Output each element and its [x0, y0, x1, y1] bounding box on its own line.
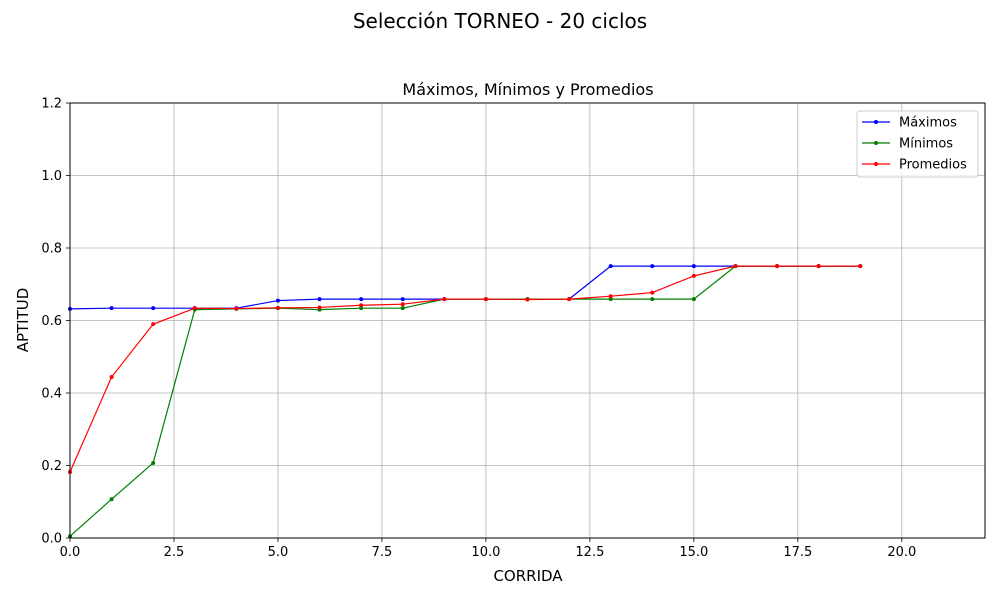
data-point-minimos: [608, 297, 613, 302]
data-point-promedios: [234, 306, 239, 311]
x-tick-label: 10.0: [471, 545, 500, 560]
data-point-promedios: [442, 297, 447, 302]
data-point-minimos: [650, 297, 655, 302]
data-point-promedios: [192, 306, 197, 311]
x-tick-label: 20.0: [887, 545, 916, 560]
legend-marker-minimos: [874, 141, 878, 145]
data-point-promedios: [691, 273, 696, 278]
x-tick-label: 0.0: [60, 545, 81, 560]
data-point-promedios: [775, 264, 780, 269]
data-point-promedios: [109, 375, 114, 380]
x-tick-label: 2.5: [164, 545, 185, 560]
data-point-maximos: [275, 298, 280, 303]
x-tick-label: 7.5: [372, 545, 393, 560]
series-minimos: [68, 264, 863, 539]
ticks: 0.0 2.5 5.0 7.5 10.0 12.5 15.0 17.5 20.0 0.0 0.2 0.…: [41, 97, 916, 561]
y-tick-label: 0.8: [41, 242, 62, 257]
data-point-minimos: [151, 460, 156, 465]
legend-box: [856, 110, 979, 178]
x-tick-label: 5.0: [268, 545, 289, 560]
series-maximos: [68, 264, 863, 311]
data-point-promedios: [608, 294, 613, 299]
data-point-promedios: [275, 305, 280, 310]
data-point-maximos: [109, 306, 114, 311]
x-axis-label: CORRIDA: [493, 567, 563, 585]
data-point-minimos: [359, 306, 364, 311]
x-tick-label: 12.5: [575, 545, 604, 560]
figure-suptitle: Selección TORNEO - 20 ciclos: [353, 9, 647, 33]
legend-marker-promedios: [874, 162, 878, 166]
data-point-promedios: [483, 297, 488, 302]
data-point-maximos: [691, 264, 696, 269]
series-line-promedios: [69, 265, 861, 473]
x-tick-label: 15.0: [679, 545, 708, 560]
data-point-promedios: [858, 264, 863, 269]
y-tick-label: 1.2: [41, 97, 62, 112]
data-point-promedios: [317, 305, 322, 310]
data-point-minimos: [109, 497, 114, 502]
y-tick-label: 0.6: [41, 314, 62, 329]
y-tick-label: 0.0: [41, 532, 62, 547]
data-point-maximos: [151, 306, 156, 311]
legend-label-maximos: Máximos: [899, 116, 957, 131]
series-line-minimos: [69, 265, 861, 537]
data-point-promedios: [400, 302, 405, 307]
data-point-promedios: [359, 303, 364, 308]
data-point-promedios: [650, 290, 655, 295]
x-tick-label: 17.5: [783, 545, 812, 560]
legend-label-promedios: Promedios: [899, 158, 967, 173]
data-point-promedios: [567, 297, 572, 302]
y-tick-label: 0.4: [41, 387, 62, 402]
data-point-minimos: [691, 297, 696, 302]
y-tick-label: 0.2: [41, 459, 62, 474]
series-line-maximos: [69, 265, 861, 310]
chart-title: Máximos, Mínimos y Promedios: [402, 80, 653, 99]
grid: [69, 102, 985, 539]
data-point-promedios: [525, 297, 530, 302]
y-axis-label: APTITUD: [14, 288, 32, 353]
data-point-promedios: [151, 322, 156, 327]
y-tick-label: 1.0: [41, 169, 62, 184]
data-point-maximos: [359, 297, 364, 302]
data-point-maximos: [317, 297, 322, 302]
legend-marker-maximos: [874, 120, 878, 124]
data-point-maximos: [400, 297, 405, 302]
legend: Máximos Mínimos Promedios: [856, 110, 979, 178]
data-point-promedios: [733, 264, 738, 269]
legend-label-minimos: Mínimos: [899, 137, 953, 152]
data-point-maximos: [608, 264, 613, 269]
series-promedios: [68, 264, 863, 475]
data-point-promedios: [816, 264, 821, 269]
data-point-minimos: [400, 306, 405, 311]
series-layer: [68, 264, 863, 539]
data-point-maximos: [650, 264, 655, 269]
